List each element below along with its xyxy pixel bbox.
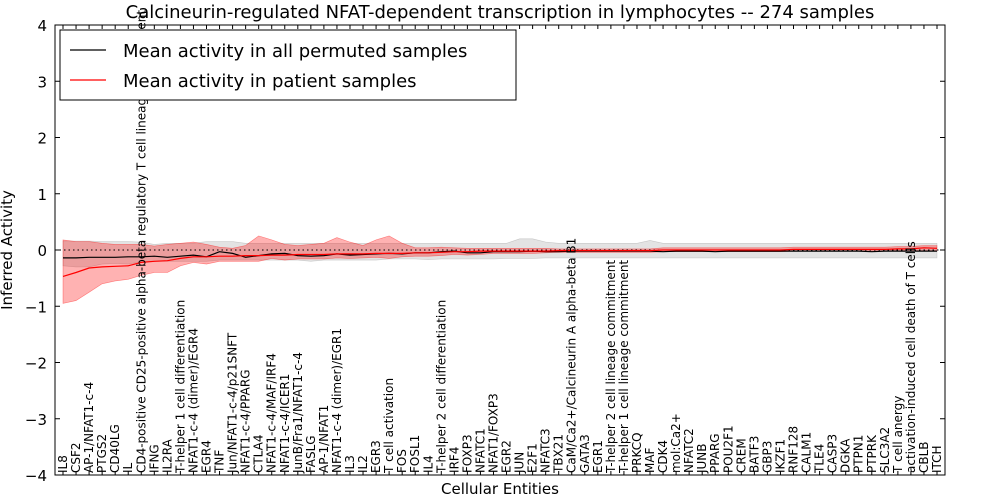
x-tick-label: AP-1/NFAT1-c-4 [82,382,96,473]
x-tick-label: IRF4 [447,447,461,473]
x-tick-label: TLE4 [813,444,827,474]
plot-frame [54,24,946,476]
x-tick-label: NFAT1-c-4/ICER1 [278,374,292,473]
y-axis-label: Inferred Activity [0,190,16,310]
x-tick-label: IL2RA [160,438,174,473]
x-tick-label: JUNB [695,443,709,474]
x-tick-label: IFNG [147,444,161,473]
x-axis-label: Cellular Entities [441,480,559,498]
confidence-bands [62,235,938,304]
x-tick-label: EGR2 [500,440,514,473]
x-tick-label: JUN [513,452,527,474]
x-tick-label: CD4-positive CD25-positive alpha-beta re… [134,10,148,473]
x-tick-label: NFAT1-c-4/PPARG [239,369,253,473]
x-tick-label: CREM [734,438,748,473]
x-tick-label: PTPRK [865,434,879,473]
x-tick-label: E2F1 [526,443,540,473]
x-tick-label: PTGS2 [95,434,109,473]
x-tick-label: PPARG [708,433,722,473]
x-tick-label: IL2 [356,455,370,473]
x-tick-label: NFATC1 [473,428,487,473]
x-tick-label: IL3 [343,455,357,473]
band-permuted [62,238,938,268]
x-tick-label: EGR4 [200,440,214,473]
x-tick-label: FOS [395,449,409,473]
y-tick-label: 1 [37,186,47,204]
x-tick-label: FOSL1 [408,435,422,473]
x-tick-label: CaM/Ca2+/Calcineurin A alpha-beta B1 [565,238,579,473]
x-tick-label: NFATC3 [539,428,553,473]
x-tick-label: EGR3 [369,440,383,473]
x-tick-label: SLC3A2 [878,427,892,473]
x-tick-label: CASP3 [826,434,840,473]
x-tick-label: CALM1 [800,432,814,473]
x-tick-label: FOXP3 [460,434,474,473]
x-tick-label: Jun/NFAT1-c-4/p21SNFT [226,332,240,474]
x-tick-label: EGR1 [591,440,605,473]
x-tick-label: TNF [213,450,227,474]
x-tick-label: NFAT1/FOXP3 [487,393,501,473]
y-tick-label: 2 [37,130,47,148]
x-tick-label: IKZF1 [774,439,788,473]
x-tick-label: NFAT1-c-4 (dimer)/EGR4 [186,328,200,473]
x-tick-label: IL4 [421,455,435,473]
x-tick-label: PRKCQ [630,432,644,473]
x-tick-label: CSF2 [69,442,83,473]
chart-title: Calcineurin-regulated NFAT-dependent tra… [126,2,875,23]
series-lines [55,247,945,277]
y-tick-label: 4 [37,17,47,35]
legend-label-permuted: Mean activity in all permuted samples [123,41,467,62]
x-tick-label: NFAT1-c-4/MAF/IRF4 [265,353,279,473]
y-tick-label: −4 [25,467,47,485]
x-tick-label: CTLA4 [252,435,266,474]
x-tick-label: T-helper 1 cell lineage commitment [617,260,631,474]
x-tick-label: POU2F1 [721,425,735,473]
legend: Mean activity in all permuted samples Me… [59,29,517,101]
x-tick-label: PTPN1 [852,435,866,473]
series-line-patient [62,247,938,277]
x-tick-label: T cell anergy [891,396,905,474]
x-tick-label: T-helper 1 cell differentiation [173,300,187,474]
legend-box [59,29,517,101]
y-axis: 4 3 2 1 0 −1 −2 −3 −4 [25,17,945,485]
legend-label-patient: Mean activity in patient samples [123,71,417,92]
x-tick-label: GBP3 [760,441,774,473]
y-tick-label: −2 [25,355,47,373]
x-tick-label: T-helper 2 cell lineage commitment [604,260,618,474]
x-tick-label: BATF3 [747,436,761,473]
x-tick-label: RNF128 [787,426,801,473]
x-tick-label: DGKA [839,438,853,473]
x-tick-label: AP-1/NFAT1 [317,405,331,473]
x-tick-label: NFATC2 [682,428,696,473]
x-tick-label: FASLG [304,435,318,473]
y-tick-label: 3 [37,73,47,91]
x-tick-label: IL [121,462,135,473]
x-tick-label: TBX21 [552,434,566,474]
x-tick-label: JunB/Fra1/NFAT1-c-4 [291,352,305,474]
x-tick-label: T-helper 2 cell differentiation [434,300,448,474]
x-tick-label: CBLB [917,442,931,474]
x-tick-label: NFAT1-c-4 (dimer)/EGR1 [330,328,344,473]
x-tick-label: CD40LG [108,424,122,473]
y-tick-label: −3 [25,411,47,429]
x-tick-label: activation-induced cell death of T cells [904,241,918,473]
x-tick-label: MAF [643,447,657,473]
x-tick-label: T cell activation [382,378,396,474]
x-tick-label: ITCH [930,445,944,473]
x-tick-label: mol:Ca2+ [669,413,683,473]
x-tick-label: IL8 [56,455,70,473]
y-tick-label: 0 [37,242,47,260]
y-tick-label: −1 [25,298,47,316]
x-axis: IL8 CSF2 AP-1/NFAT1-c-4 PTGS2 CD40LG IL CD4-po… [56,10,944,475]
x-tick-label: GATA3 [578,434,592,473]
x-tick-label: CDK4 [656,440,670,473]
